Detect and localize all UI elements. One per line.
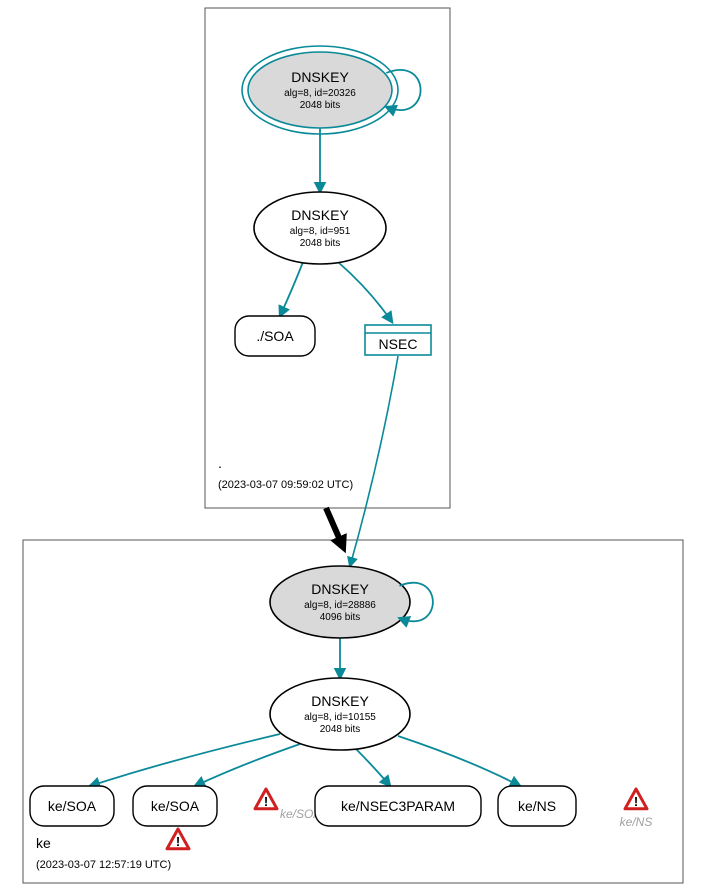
ke-dnskey-10155-line2: alg=8, id=10155 (304, 712, 376, 723)
ke-soa-warn-icon-bang: ! (264, 794, 268, 809)
ke-zone-warn-icon-bang: ! (176, 834, 180, 849)
ke-ns-label: ke/NS (518, 798, 556, 814)
ke-dnskey-28886-line3: 4096 bits (320, 612, 361, 623)
root-dnskey-951-line3: 2048 bits (300, 238, 341, 249)
root-nsec-label: NSEC (379, 336, 418, 352)
e-ke-10155-soa1 (90, 734, 280, 786)
ke-ns[interactable]: ke/NS (498, 786, 576, 826)
ke-ns-warn-label: ke/NS (620, 815, 653, 829)
ke-soa-2-label: ke/SOA (151, 798, 200, 814)
root-dnskey-20326[interactable]: DNSKEY alg=8, id=203262048 bits (242, 46, 421, 134)
ke-soa-2[interactable]: ke/SOA (133, 786, 217, 826)
e-root-951-nsec (338, 262, 392, 322)
root-dnskey-951-line2: alg=8, id=951 (290, 226, 351, 237)
e-ke-10155-nsec3 (355, 748, 390, 786)
ke-soa-1-label: ke/SOA (48, 798, 97, 814)
e-root-951-soa (280, 262, 303, 316)
e-ke-10155-ns (398, 736, 520, 786)
ke-zone-timestamp: (2023-03-07 12:57:19 UTC) (36, 859, 171, 871)
root-dnskey-20326-line2: alg=8, id=20326 (284, 88, 356, 99)
ke-ns-warn-icon-bang: ! (634, 794, 638, 809)
root-dnskey-951[interactable]: DNSKEY alg=8, id=9512048 bits (254, 192, 386, 264)
ke-dnskey-28886-line2: alg=8, id=28886 (304, 600, 376, 611)
ke-soa-warn: !ke/SOA (255, 789, 321, 821)
root-soa[interactable]: ./SOA (235, 316, 315, 356)
e-zone-link (326, 508, 340, 540)
e-root-nsec-ke (350, 356, 398, 566)
ke-dnskey-10155-line3: 2048 bits (320, 724, 361, 735)
ke-ns-warn: ! ke/NS (620, 789, 653, 829)
ke-zone-label: ke (36, 835, 51, 851)
ke-soa-1[interactable]: ke/SOA (30, 786, 114, 826)
root-dnskey-20326-line3: 2048 bits (300, 100, 341, 111)
ke-nsec3param-label: ke/NSEC3PARAM (341, 798, 455, 814)
root-dnskey-20326-title: DNSKEY (291, 69, 349, 85)
ke-nsec3param[interactable]: ke/NSEC3PARAM (315, 786, 481, 826)
ke-dnskey-10155[interactable]: DNSKEY alg=8, id=101552048 bits (270, 678, 410, 750)
ke-dnskey-10155-title: DNSKEY (311, 693, 369, 709)
root-dnskey-951-title: DNSKEY (291, 207, 349, 223)
root-zone-label: . (218, 455, 222, 471)
root-zone-timestamp: (2023-03-07 09:59:02 UTC) (218, 479, 353, 491)
root-soa-label: ./SOA (256, 328, 294, 344)
ke-dnskey-28886-title: DNSKEY (311, 581, 369, 597)
ke-dnskey-28886[interactable]: DNSKEY alg=8, id=288864096 bits (270, 566, 433, 638)
root-nsec[interactable]: NSEC (365, 325, 431, 355)
